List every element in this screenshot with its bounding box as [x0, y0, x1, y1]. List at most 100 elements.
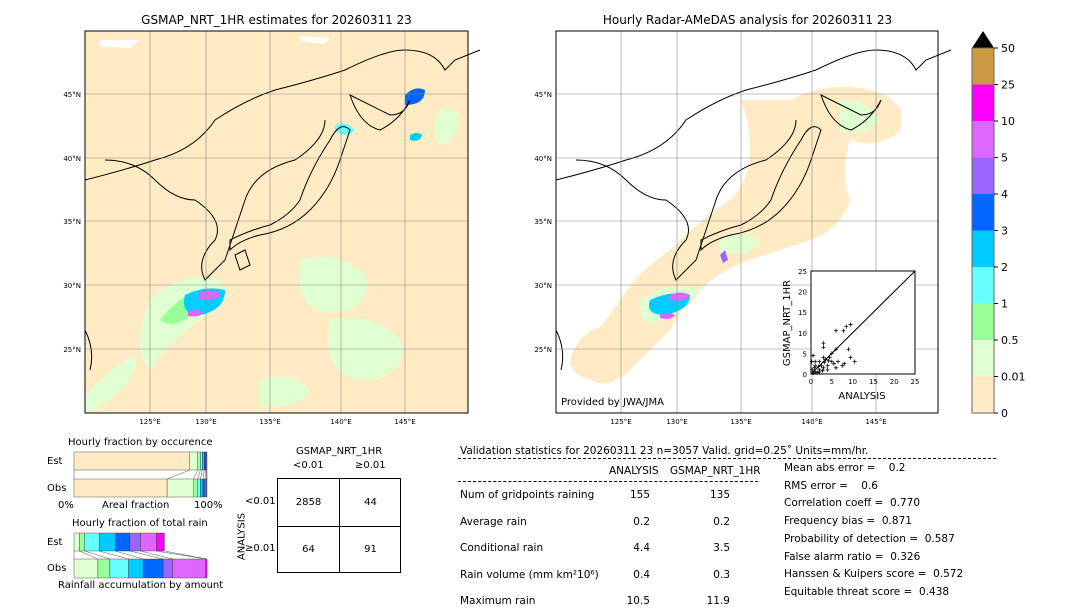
lat-tick-label: 35°N: [534, 218, 552, 226]
fraction-segment: [200, 478, 204, 498]
right-map-title: Hourly Radar-AMeDAS analysis for 2026031…: [602, 13, 893, 27]
scatter-point: [819, 363, 824, 368]
lon-tick-label: 125°E: [610, 418, 631, 426]
rain-fraction-title: Hourly fraction of total rain: [72, 518, 208, 529]
stats-header: Validation statistics for 20260311 23 n=…: [460, 445, 869, 457]
stats-row-gsmap: 3.5: [713, 542, 730, 554]
colorbar-segment: [972, 230, 994, 267]
lat-tick-label: 40°N: [534, 155, 552, 163]
contingency-row-ge: ≥0.01: [245, 543, 276, 554]
fraction-segment: [129, 532, 141, 552]
colorbar-label: 2: [1001, 261, 1008, 274]
lon-tick-label: 140°E: [330, 418, 351, 426]
fraction-segment: [73, 532, 80, 552]
stats-col-gsmap: GSMAP_NRT_1HR: [670, 465, 761, 477]
scatter-y-tick: 25: [798, 268, 807, 276]
lat-tick-label: 30°N: [534, 282, 552, 290]
occurrence-xlabel-right: 100%: [194, 500, 223, 511]
fraction-bars: [73, 451, 208, 579]
colorbar-segment: [972, 84, 994, 121]
occurrence-title: Hourly fraction by occurence: [68, 437, 213, 448]
stats-score: Correlation coeff = 0.770: [784, 497, 920, 510]
colorbar-label: 0.5: [1001, 334, 1019, 347]
right-map: 00 5 5 10 10 15 15 20 20 25 25 ANALYSIS GSMAP_NRT_…: [555, 30, 952, 414]
stats-row-label: Average rain: [460, 515, 527, 528]
scatter-point: [841, 328, 846, 333]
fraction-segment: [189, 451, 198, 471]
colorbar-label: 1: [1001, 298, 1008, 311]
scatter-point: [809, 359, 814, 364]
fraction-segment: [206, 478, 208, 498]
scatter-y-tick: 10: [798, 330, 807, 338]
stats-row-analysis: 155: [629, 489, 650, 501]
colorbar-label: 0.01: [1001, 371, 1026, 384]
fraction-segment: [79, 532, 85, 552]
rain-fraction-xlabel: Rainfall accumulation by amount: [58, 580, 224, 591]
left-map-rain-areas: [85, 36, 460, 413]
scatter-point: [821, 345, 826, 350]
stats-score: False alarm ratio = 0.326: [784, 550, 921, 563]
fraction-segment: [99, 532, 116, 552]
colorbar-segment: [972, 121, 994, 158]
stats-row-gsmap: 0.3: [713, 568, 730, 581]
lon-tick-label: 145°E: [865, 418, 886, 426]
scatter-y-tick: 5: [803, 350, 807, 358]
scatter-point: [812, 365, 817, 370]
rain-est-label: Est: [47, 537, 63, 548]
stats-row-gsmap: 0.2: [713, 515, 730, 528]
occurrence-obs-label: Obs: [47, 483, 67, 494]
left-map-title: GSMAP_NRT_1HR estimates for 20260311 23: [141, 13, 412, 27]
fraction-segment: [202, 478, 206, 498]
lon-tick-label: 130°E: [195, 418, 216, 426]
left-map-gridlines: [85, 31, 468, 413]
fraction-segment: [156, 532, 165, 552]
scatter-point: [815, 370, 820, 375]
lat-tick-label: 45°N: [534, 91, 552, 99]
fraction-segment: [140, 532, 157, 552]
scatter-point: [831, 361, 836, 366]
stats-row-analysis: 0.4: [633, 568, 650, 581]
scatter-point: [821, 365, 826, 370]
cell-hit: 91: [364, 544, 377, 555]
fraction-segment: [142, 558, 164, 579]
scatter-point: [848, 355, 853, 360]
lon-tick-label: 125°E: [139, 418, 160, 426]
scatter-point: [822, 360, 827, 365]
contingency-col-ge: ≥0.01: [355, 460, 386, 471]
fraction-segment: [109, 558, 129, 579]
scatter-point: [842, 361, 847, 366]
scatter-y-tick: 15: [798, 309, 807, 317]
fraction-segment: [202, 451, 205, 471]
scatter-point: [827, 355, 832, 360]
stats-row-label: Rain volume (mm km²10⁶): [460, 568, 599, 581]
scatter-point: [810, 367, 815, 372]
lat-tick-label: 45°N: [63, 91, 81, 99]
colorbar-extend-arrow: [972, 31, 994, 48]
scatter-point: [817, 359, 822, 364]
lon-tick-label: 135°E: [259, 418, 280, 426]
fraction-segment: [205, 558, 208, 579]
left-map-frame: [84, 30, 469, 414]
cell-false-alarm: 44: [364, 497, 377, 508]
colorbar-segment: [972, 157, 994, 194]
scatter-point: [811, 371, 816, 376]
stats-row-gsmap: 135: [709, 489, 730, 501]
scatter-x-tick: 0: [809, 378, 813, 386]
colorbar-label: 50: [1001, 42, 1015, 55]
fraction-segment: [197, 451, 201, 471]
fraction-segment: [193, 478, 198, 498]
scatter-point: [825, 363, 830, 368]
stats-row-analysis: 4.4: [633, 542, 650, 554]
colorbar-segment: [972, 48, 994, 85]
colorbar-segment: [972, 340, 994, 377]
scatter-point: [852, 359, 857, 364]
scatter-x-tick: 20: [890, 378, 899, 386]
scatter-point: [823, 357, 828, 362]
fraction-segment: [115, 532, 131, 552]
contingency-table: 2858 44 64 91: [277, 478, 401, 573]
lat-tick-label: 30°N: [63, 282, 81, 290]
fraction-segment: [128, 558, 144, 579]
scatter-point: [811, 353, 816, 358]
occurrence-xlabel: Areal fraction: [102, 500, 170, 511]
